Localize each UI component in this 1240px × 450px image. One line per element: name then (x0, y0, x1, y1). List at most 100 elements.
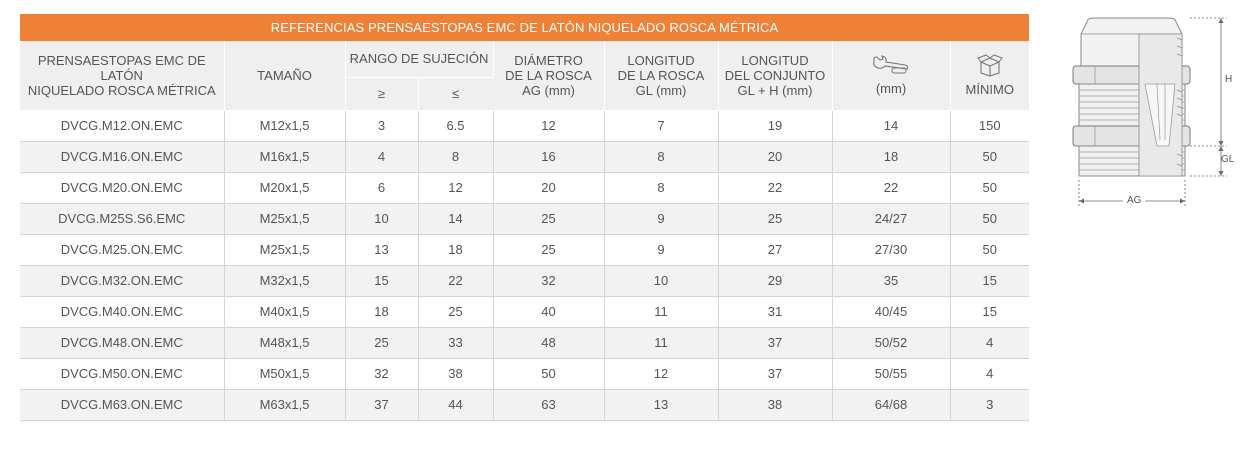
cell-reference: DVCG.M63.ON.EMC (20, 389, 225, 421)
table-header: PRENSAESTOPAS EMC DE LATÓN NIQUELADO ROS… (20, 41, 1030, 111)
cell-size: M25x1,5 (224, 234, 346, 266)
cell-thread-diameter: 20 (493, 172, 605, 204)
reference-grid: PRENSAESTOPAS EMC DE LATÓN NIQUELADO ROS… (20, 41, 1029, 421)
cable-gland-drawing (1072, 17, 1227, 206)
cell-minimum-quantity: 4 (950, 327, 1029, 359)
cell-reference: DVCG.M50.ON.EMC (20, 358, 225, 390)
cell-total-length: 20 (718, 141, 833, 173)
cell-thread-length: 13 (604, 389, 719, 421)
cell-range-min: 15 (345, 265, 419, 297)
cell-total-length: 37 (718, 327, 833, 359)
cell-thread-length: 12 (604, 358, 719, 390)
header-thread-length-line2: DE LA ROSCA (617, 67, 705, 83)
dimension-label-gl: GL (1221, 154, 1235, 165)
cell-range-min: 25 (345, 327, 419, 359)
cell-size: M40x1,5 (224, 296, 346, 328)
cell-reference: DVCG.M12.ON.EMC (20, 110, 225, 142)
cell-reference: DVCG.M40.ON.EMC (20, 296, 225, 328)
header-thread-length: LONGITUD DE LA ROSCA GL (mm) (604, 41, 719, 111)
table-row: DVCG.M63.ON.EMC M63x1,5 37 44 63 13 38 6… (20, 389, 1029, 421)
cell-minimum-quantity: 15 (950, 265, 1029, 297)
header-thread-diameter-line2: DE LA ROSCA (505, 67, 592, 83)
cell-size: M48x1,5 (224, 327, 346, 359)
table-title: REFERENCIAS PRENSAESTOPAS EMC DE LATÓN N… (20, 14, 1029, 41)
header-thread-diameter-line3: AG (mm) (522, 82, 575, 98)
header-reference-line1: PRENSAESTOPAS EMC DE LATÓN (37, 52, 206, 83)
table-body: DVCG.M12.ON.EMC M12x1,5 3 6.5 12 7 19 14… (20, 110, 1029, 421)
header-minimum-label: MÍNIMO (965, 81, 1014, 97)
wrench-icon (833, 55, 950, 77)
cell-size: M16x1,5 (224, 141, 346, 173)
cell-minimum-quantity: 50 (950, 172, 1029, 204)
cell-minimum-quantity: 3 (950, 389, 1029, 421)
cell-wrench-size: 50/52 (832, 327, 951, 359)
header-clamping-range: RANGO DE SUJECIÓN (345, 41, 494, 78)
cell-thread-diameter: 40 (493, 296, 605, 328)
cell-range-max: 38 (418, 358, 494, 390)
cell-thread-diameter: 12 (493, 110, 605, 142)
header-wrench-size: (mm) (832, 41, 951, 111)
cell-thread-diameter: 25 (493, 234, 605, 266)
header-thread-length-line1: LONGITUD (627, 52, 695, 68)
cell-size: M20x1,5 (224, 172, 346, 204)
cell-reference: DVCG.M48.ON.EMC (20, 327, 225, 359)
header-range-min: ≥ (345, 77, 419, 111)
dimension-label-ag: AG (1123, 195, 1146, 206)
cell-size: M12x1,5 (224, 110, 346, 142)
cell-thread-length: 11 (604, 296, 719, 328)
cell-wrench-size: 40/45 (832, 296, 951, 328)
table-row: DVCG.M25S.S6.EMC M25x1,5 10 14 25 9 25 2… (20, 203, 1029, 235)
header-reference: PRENSAESTOPAS EMC DE LATÓN NIQUELADO ROS… (20, 41, 225, 111)
cell-wrench-size: 50/55 (832, 358, 951, 390)
header-thread-length-line3: GL (mm) (635, 82, 687, 98)
cell-range-max: 22 (418, 265, 494, 297)
product-reference-table: REFERENCIAS PRENSAESTOPAS EMC DE LATÓN N… (20, 14, 1029, 421)
cell-range-max: 33 (418, 327, 494, 359)
cable-gland-diagram: H GL AG (1065, 14, 1235, 214)
cell-wrench-size: 22 (832, 172, 951, 204)
cell-reference: DVCG.M32.ON.EMC (20, 265, 225, 297)
cell-total-length: 27 (718, 234, 833, 266)
cell-wrench-size: 14 (832, 110, 951, 142)
cell-range-min: 13 (345, 234, 419, 266)
cell-size: M63x1,5 (224, 389, 346, 421)
header-wrench-unit: (mm) (875, 80, 907, 96)
cell-reference: DVCG.M25.ON.EMC (20, 234, 225, 266)
cell-range-min: 32 (345, 358, 419, 390)
cell-size: M25x1,5 (224, 203, 346, 235)
cell-range-min: 10 (345, 203, 419, 235)
header-thread-diameter: DIÁMETRO DE LA ROSCA AG (mm) (493, 41, 605, 111)
box-icon (951, 54, 1030, 78)
cell-minimum-quantity: 15 (950, 296, 1029, 328)
cell-thread-length: 10 (604, 265, 719, 297)
cell-range-min: 6 (345, 172, 419, 204)
header-minimum-quantity: MÍNIMO (950, 41, 1030, 111)
cell-range-max: 44 (418, 389, 494, 421)
header-thread-diameter-line1: DIÁMETRO (514, 52, 583, 68)
cell-reference: DVCG.M25S.S6.EMC (20, 203, 225, 235)
cell-range-max: 25 (418, 296, 494, 328)
header-total-length-line1: LONGITUD (741, 52, 809, 68)
cell-thread-length: 8 (604, 141, 719, 173)
cell-total-length: 37 (718, 358, 833, 390)
cell-minimum-quantity: 50 (950, 234, 1029, 266)
cell-total-length: 29 (718, 265, 833, 297)
cell-total-length: 22 (718, 172, 833, 204)
cell-range-min: 3 (345, 110, 419, 142)
cell-size: M32x1,5 (224, 265, 346, 297)
cell-range-max: 18 (418, 234, 494, 266)
cell-wrench-size: 64/68 (832, 389, 951, 421)
cell-thread-length: 8 (604, 172, 719, 204)
table-row: DVCG.M16.ON.EMC M16x1,5 4 8 16 8 20 18 5… (20, 141, 1029, 173)
table-row: DVCG.M48.ON.EMC M48x1,5 25 33 48 11 37 5… (20, 327, 1029, 359)
table-row: DVCG.M50.ON.EMC M50x1,5 32 38 50 12 37 5… (20, 358, 1029, 390)
cell-wrench-size: 35 (832, 265, 951, 297)
cell-reference: DVCG.M20.ON.EMC (20, 172, 225, 204)
cell-thread-length: 7 (604, 110, 719, 142)
cell-thread-diameter: 32 (493, 265, 605, 297)
header-size: TAMAÑO (224, 41, 346, 111)
table-row: DVCG.M32.ON.EMC M32x1,5 15 22 32 10 29 3… (20, 265, 1029, 297)
cell-thread-diameter: 48 (493, 327, 605, 359)
table-row: DVCG.M20.ON.EMC M20x1,5 6 12 20 8 22 22 … (20, 172, 1029, 204)
cell-thread-length: 9 (604, 203, 719, 235)
